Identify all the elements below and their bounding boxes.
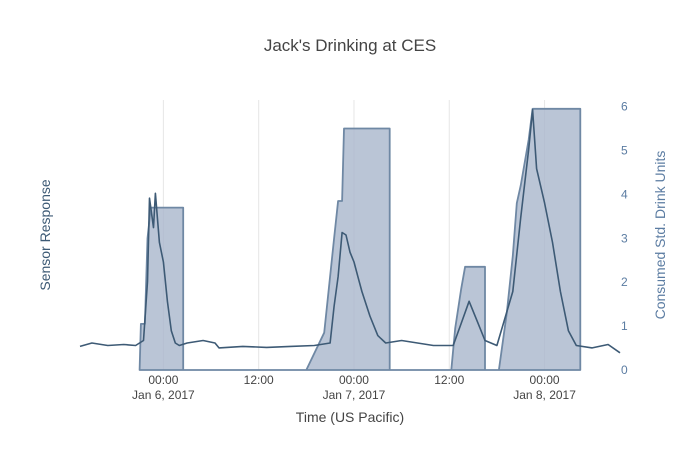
x-tick-date-label: Jan 6, 2017 (132, 388, 195, 402)
line-layer (79, 109, 621, 354)
right-axis-tick-label: 0 (621, 363, 628, 377)
x-tick-date-label: Jan 8, 2017 (513, 388, 576, 402)
x-tick-label: 00:00 (339, 373, 369, 387)
right-axis-tick-label: 1 (621, 319, 628, 333)
chart-title: Jack's Drinking at CES (264, 36, 436, 55)
area-layer (138, 107, 582, 371)
right-axis-tick-label: 4 (621, 187, 628, 201)
x-tick-label: 12:00 (244, 373, 274, 387)
drink-units-area (138, 107, 582, 371)
right-axis-ticks: 0 1 2 3 4 5 6 (621, 100, 628, 377)
sensor-response-line (79, 109, 621, 354)
right-axis-tick-label: 2 (621, 275, 628, 289)
x-tick-label: 00:00 (148, 373, 178, 387)
x-tick-label: 12:00 (434, 373, 464, 387)
right-axis-tick-label: 3 (621, 231, 628, 245)
x-axis-title: Time (US Pacific) (296, 409, 404, 425)
right-axis-title: Consumed Std. Drink Units (652, 151, 668, 320)
right-axis-tick-label: 6 (621, 100, 628, 114)
left-axis-title: Sensor Response (37, 179, 53, 291)
right-axis-tick-label: 5 (621, 143, 628, 157)
x-tick-label: 00:00 (530, 373, 560, 387)
x-tick-date-label: Jan 7, 2017 (323, 388, 386, 402)
